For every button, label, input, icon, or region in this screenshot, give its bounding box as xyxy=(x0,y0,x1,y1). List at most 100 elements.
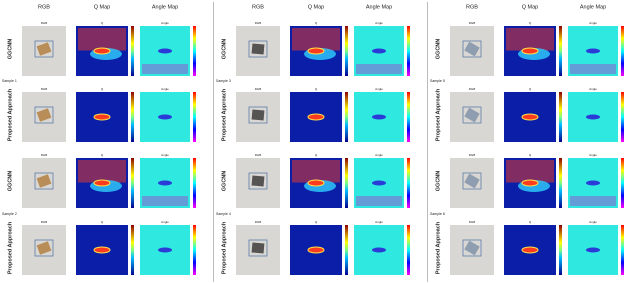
column-header: RGB xyxy=(38,4,50,10)
q-peak xyxy=(521,179,539,187)
q-noise xyxy=(292,160,340,183)
cell-title: Angle xyxy=(161,21,169,25)
column-header: RGB xyxy=(252,4,264,10)
angle-colorbar xyxy=(193,92,196,142)
q-peak xyxy=(93,113,111,121)
row-label: GGCNN xyxy=(7,39,13,60)
row-label: GGCNN xyxy=(435,39,441,60)
grasp-box xyxy=(34,106,54,124)
angle-colorbar xyxy=(407,26,410,76)
panel-divider xyxy=(213,2,214,282)
row-label: Proposed Approach xyxy=(7,221,13,274)
row-label: Proposed Approach xyxy=(221,221,227,274)
object xyxy=(464,240,480,256)
q-colorbar xyxy=(559,92,562,142)
grasp-box xyxy=(34,239,54,257)
q-peak xyxy=(93,179,111,187)
panel-divider xyxy=(427,2,428,282)
angle-blob xyxy=(372,114,386,120)
q-peak xyxy=(93,246,111,254)
row-label: Proposed Approach xyxy=(435,221,441,274)
cell-title: Q xyxy=(529,153,532,157)
angle-colorbar xyxy=(621,26,624,76)
q-peak xyxy=(307,47,325,55)
angle-colorbar xyxy=(621,158,624,208)
q-peak xyxy=(521,113,539,121)
object xyxy=(36,42,52,56)
angle-blob xyxy=(158,247,172,253)
cell-title: RGB xyxy=(469,21,476,25)
angle-blob xyxy=(586,48,600,54)
cell-title: Q xyxy=(529,87,532,91)
cell-title: Angle xyxy=(589,220,597,224)
column-header: Angle Map xyxy=(366,4,392,10)
sample-label: Sample 5 xyxy=(430,79,445,83)
q-noise xyxy=(78,28,126,51)
grasp-box xyxy=(462,172,482,190)
sample-label: Sample 4 xyxy=(216,212,231,216)
q-colorbar xyxy=(345,158,348,208)
angle-noise xyxy=(570,196,616,206)
cell-title: Angle xyxy=(161,220,169,224)
angle-colorbar xyxy=(193,26,196,76)
angle-colorbar xyxy=(407,158,410,208)
cell-title: Q xyxy=(101,220,104,224)
q-colorbar xyxy=(131,26,134,76)
grasp-box xyxy=(248,239,268,257)
angle-colorbar xyxy=(407,92,410,142)
object xyxy=(464,107,480,123)
angle-noise xyxy=(142,196,188,206)
cell-title: Q xyxy=(529,21,532,25)
cell-title: RGB xyxy=(469,153,476,157)
cell-title: Q xyxy=(315,220,318,224)
cell-title: Angle xyxy=(375,220,383,224)
cell-title: RGB xyxy=(255,87,262,91)
q-noise xyxy=(292,28,340,51)
object xyxy=(36,108,52,122)
cell-title: RGB xyxy=(469,220,476,224)
cell-title: Q xyxy=(101,153,104,157)
row-label: GGCNN xyxy=(221,171,227,192)
angle-blob xyxy=(372,247,386,253)
cell-title: Q xyxy=(101,87,104,91)
object xyxy=(36,241,52,255)
q-noise xyxy=(78,160,126,183)
cell-title: RGB xyxy=(41,220,48,224)
angle-noise xyxy=(570,64,616,74)
angle-blob xyxy=(586,180,600,186)
q-colorbar xyxy=(345,92,348,142)
angle-noise xyxy=(356,196,402,206)
cell-title: Angle xyxy=(375,87,383,91)
q-colorbar xyxy=(131,225,134,275)
angle-blob xyxy=(158,114,172,120)
column-header: Q Map xyxy=(522,4,539,10)
grasp-box xyxy=(248,40,268,58)
cell-title: RGB xyxy=(255,153,262,157)
grasp-box xyxy=(462,239,482,257)
q-peak xyxy=(521,47,539,55)
sample-label: Sample 2 xyxy=(2,212,17,216)
angle-colorbar xyxy=(621,225,624,275)
row-label: Proposed Approach xyxy=(221,88,227,141)
grasp-box xyxy=(248,172,268,190)
angle-blob xyxy=(158,48,172,54)
sample-label: Sample 1 xyxy=(2,79,17,83)
q-colorbar xyxy=(131,158,134,208)
cell-title: Angle xyxy=(161,153,169,157)
cell-title: Q xyxy=(315,153,318,157)
object xyxy=(251,242,265,254)
grasp-box xyxy=(462,106,482,124)
q-peak xyxy=(307,246,325,254)
cell-title: RGB xyxy=(255,21,262,25)
object xyxy=(251,175,265,187)
q-colorbar xyxy=(559,158,562,208)
object xyxy=(464,173,480,189)
cell-title: RGB xyxy=(469,87,476,91)
row-label: Proposed Approach xyxy=(435,88,441,141)
column-header: Angle Map xyxy=(580,4,606,10)
cell-title: RGB xyxy=(41,21,48,25)
angle-colorbar xyxy=(193,158,196,208)
cell-title: Angle xyxy=(161,87,169,91)
cell-title: Q xyxy=(529,220,532,224)
